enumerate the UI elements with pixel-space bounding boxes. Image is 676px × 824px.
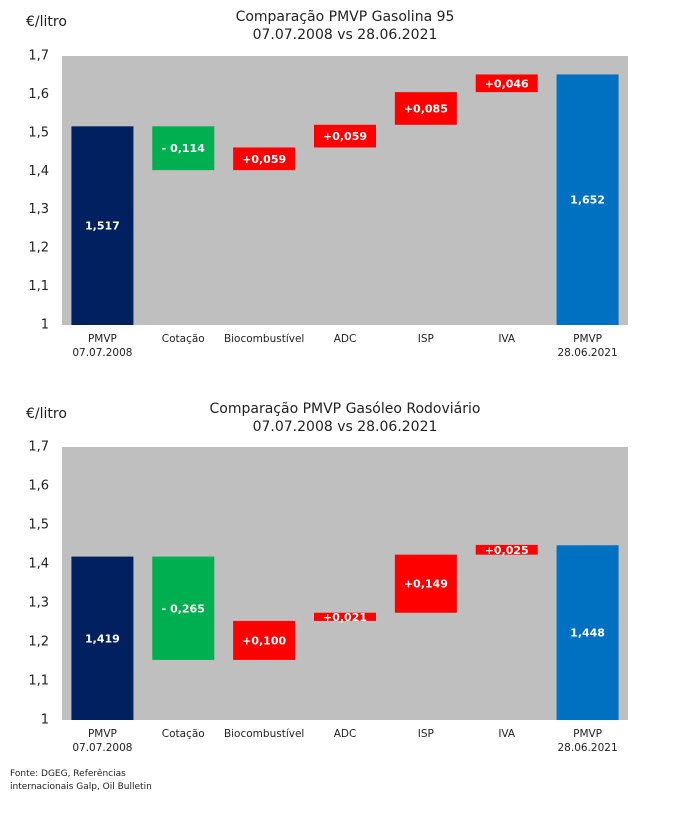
value-label: +0,025 [485, 544, 529, 557]
y-axis-label: €/litro [26, 406, 67, 422]
y-tick-label: 1,6 [28, 87, 49, 102]
bar [314, 124, 376, 148]
plot-area [62, 56, 628, 325]
bar [394, 92, 457, 125]
bar [233, 620, 296, 660]
x-tick-label: Biocombustível [224, 728, 304, 740]
x-tick-label: Cotação [162, 333, 205, 345]
chart-title: Comparação PMVP Gasóleo Rodoviário [210, 401, 481, 417]
value-label: +0,059 [242, 153, 286, 166]
bar [314, 612, 376, 621]
bar [71, 126, 134, 326]
y-tick-label: 1,7 [28, 440, 49, 455]
y-tick-label: 1,5 [28, 518, 49, 533]
y-tick-label: 1 [41, 318, 49, 333]
y-tick-label: 1,1 [28, 674, 49, 689]
plot-area [62, 447, 628, 720]
y-tick-label: 1,5 [28, 125, 49, 140]
bar [556, 74, 619, 326]
value-label: +0,100 [242, 634, 286, 647]
x-tick-label: ADC [334, 728, 357, 740]
chart-subtitle: 07.07.2008 vs 28.06.2021 [253, 27, 438, 43]
y-tick-label: 1,3 [28, 596, 49, 611]
bar [152, 126, 215, 171]
x-tick-label: ISP [418, 728, 434, 740]
y-tick-label: 1,2 [28, 635, 49, 650]
value-label: 1,517 [85, 220, 120, 233]
value-label: 1,448 [570, 627, 605, 640]
y-tick-label: 1,6 [28, 479, 49, 494]
chart-title: Comparação PMVP Gasolina 95 [236, 9, 455, 25]
x-tick-label: Biocombustível [224, 333, 304, 345]
y-tick-label: 1,1 [28, 279, 49, 294]
value-label: +0,149 [404, 578, 448, 591]
value-label: +0,059 [323, 130, 367, 143]
value-label: - 0,265 [162, 602, 205, 615]
bar [152, 556, 215, 660]
bar [475, 74, 538, 93]
source-note: Fonte: DGEG, Referências internacionais … [10, 769, 152, 792]
value-label: - 0,114 [162, 142, 206, 155]
charts: Comparação PMVP Gasolina 95 07.07.2008 vs… [26, 9, 628, 754]
x-tick-label: Cotação [162, 728, 205, 740]
y-tick-label: 1,2 [28, 241, 49, 256]
y-tick-label: 1,7 [28, 49, 49, 64]
value-label: 1,419 [85, 632, 120, 645]
x-tick-label: PMVP 07.07.2008 [72, 333, 132, 359]
x-tick-label: ISP [418, 333, 434, 345]
y-tick-label: 1 [41, 713, 49, 728]
value-label: +0,021 [323, 611, 367, 624]
bar [394, 554, 457, 613]
bar [556, 545, 619, 720]
chart-subtitle: 07.07.2008 vs 28.06.2021 [253, 419, 438, 435]
value-label: +0,085 [404, 102, 448, 115]
bar [71, 556, 134, 720]
x-tick-label: PMVP 07.07.2008 [72, 728, 132, 754]
x-tick-label: ADC [334, 333, 357, 345]
x-tick-label: IVA [498, 333, 516, 345]
bar [233, 147, 296, 171]
y-tick-label: 1,4 [28, 164, 49, 179]
bar [475, 544, 538, 555]
y-tick-label: 1,4 [28, 557, 49, 572]
y-tick-label: 1,3 [28, 202, 49, 217]
y-axis-label: €/litro [26, 14, 67, 30]
x-tick-label: IVA [498, 728, 516, 740]
x-tick-label: PMVP 28.06.2021 [558, 728, 618, 754]
x-tick-label: PMVP 28.06.2021 [558, 333, 618, 359]
value-label: 1,652 [570, 194, 605, 207]
value-label: +0,046 [485, 77, 529, 90]
